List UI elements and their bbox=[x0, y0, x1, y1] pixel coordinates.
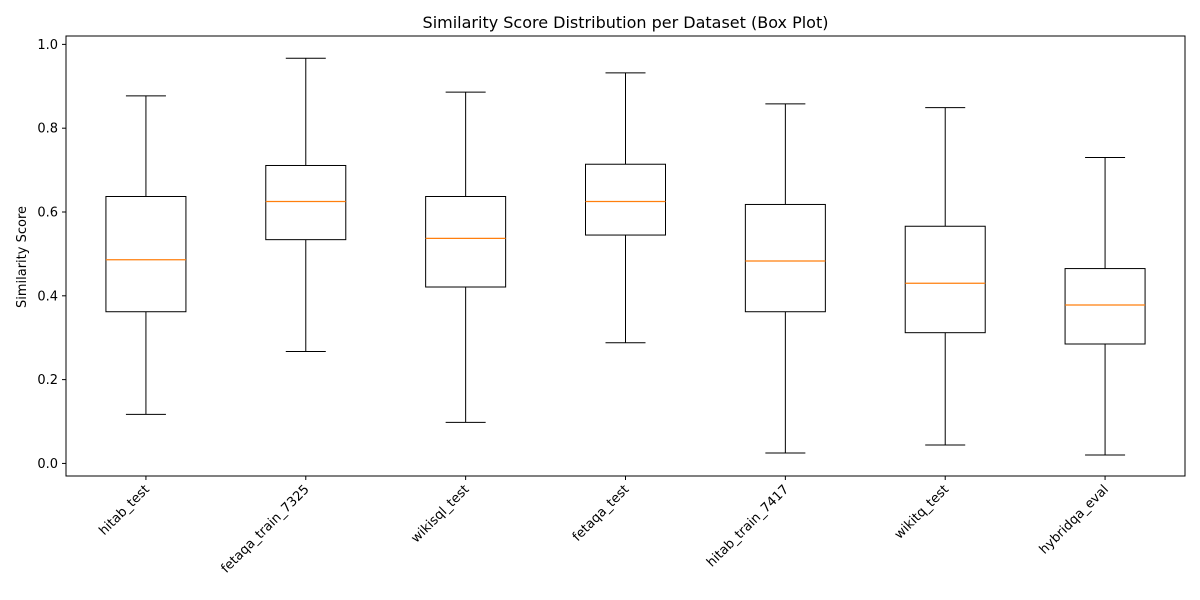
y-tick-label: 0.6 bbox=[37, 206, 58, 221]
y-tick-label: 0.0 bbox=[37, 457, 58, 472]
chart-title: Similarity Score Distribution per Datase… bbox=[423, 13, 829, 32]
y-tick-label: 0.4 bbox=[37, 289, 58, 304]
iqr-box bbox=[585, 163, 666, 236]
y-tick-label: 1.0 bbox=[37, 38, 58, 53]
y-tick-label: 0.2 bbox=[37, 373, 58, 388]
plot-frame bbox=[65, 35, 1186, 477]
iqr-box bbox=[744, 203, 826, 313]
y-axis-label: Similarity Score bbox=[15, 206, 30, 308]
iqr-box bbox=[904, 225, 986, 334]
iqr-box bbox=[425, 195, 507, 288]
y-tick-label: 0.8 bbox=[37, 122, 58, 137]
iqr-box bbox=[105, 195, 187, 313]
iqr-box bbox=[265, 164, 347, 241]
iqr-box bbox=[1064, 268, 1146, 345]
